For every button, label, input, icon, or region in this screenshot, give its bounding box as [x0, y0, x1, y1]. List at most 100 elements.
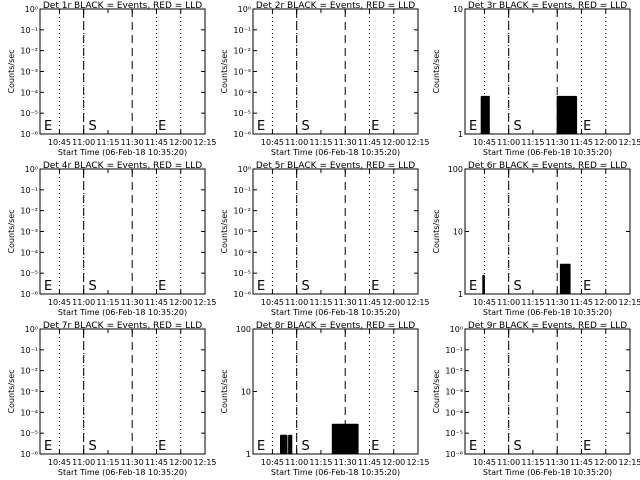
panel-title: Det 4r BLACK = Events, RED = LLD	[43, 161, 202, 171]
marker-e: E	[257, 119, 265, 134]
y-tick-label: 10⁻⁵	[20, 429, 38, 438]
events-burst	[556, 95, 578, 134]
y-axis-label: Counts/sec	[220, 369, 229, 413]
x-tick-label: 11:45	[570, 458, 593, 467]
x-tick-label: 11:45	[570, 298, 593, 307]
y-tick-label: 10⁻¹	[233, 186, 251, 195]
y-tick-label: 10⁻³	[233, 68, 251, 77]
x-axis-label: Start Time (06-Feb-18 10:35:20)	[483, 468, 612, 477]
y-tick-label: 10⁻⁴	[445, 408, 463, 417]
x-tick-label: 12:00	[594, 458, 617, 467]
x-tick-label: 11:00	[72, 298, 95, 307]
x-tick-label: 11:30	[546, 138, 569, 147]
y-tick-label: 100	[236, 325, 251, 334]
x-tick-label: 12:15	[618, 458, 640, 467]
y-axis-label: Counts/sec	[220, 209, 229, 253]
y-tick-label: 10⁻⁵	[20, 269, 38, 278]
x-tick-label: 12:00	[594, 138, 617, 147]
x-tick-label: 11:00	[285, 138, 308, 147]
x-tick-label: 12:15	[193, 138, 216, 147]
detector-panel-6: Det 6r BLACK = Events, RED = LLD 100 10 1 10…	[432, 161, 640, 317]
plot-frame	[39, 168, 206, 295]
y-tick-label: 10⁻⁵	[20, 109, 38, 118]
marker-s: S	[302, 279, 310, 294]
y-tick-label: 10⁻²	[233, 207, 251, 216]
y-axis-label: Counts/sec	[7, 49, 16, 93]
y-tick-label: 10⁰	[238, 5, 251, 14]
x-tick-label: 11:45	[358, 298, 381, 307]
plot-frame	[464, 8, 631, 135]
panel-title: Det 5r BLACK = Events, RED = LLD	[256, 161, 415, 171]
marker-e: E	[371, 119, 379, 134]
x-axis-label: Start Time (06-Feb-18 10:35:20)	[271, 308, 400, 317]
y-tick-label: 10⁻⁴	[20, 88, 38, 97]
x-tick-label: 12:00	[382, 458, 405, 467]
x-tick-label: 10:45	[473, 458, 496, 467]
x-tick-label: 12:00	[382, 138, 405, 147]
panel-title: Det 1r BLACK = Events, RED = LLD	[43, 1, 202, 11]
x-tick-label: 11:45	[570, 138, 593, 147]
x-tick-label: 11:30	[546, 298, 569, 307]
marker-s: S	[514, 119, 522, 134]
marker-s: S	[514, 279, 522, 294]
x-tick-label: 10:45	[473, 298, 496, 307]
y-tick-label: 10⁻⁶	[445, 450, 463, 459]
x-tick-label: 11:15	[521, 298, 544, 307]
detector-panel-9: Det 9r BLACK = Events, RED = LLD 10⁰ 10⁻¹ 1…	[432, 321, 640, 477]
y-tick-label: 1	[246, 450, 251, 459]
marker-e: E	[158, 119, 166, 134]
y-tick-label: 10⁻¹	[20, 346, 38, 355]
x-tick-label: 11:45	[145, 458, 168, 467]
x-tick-label: 11:15	[521, 458, 544, 467]
y-tick-label: 10⁻⁶	[20, 290, 38, 299]
x-tick-label: 11:00	[497, 458, 520, 467]
y-tick-label: 100	[448, 165, 463, 174]
y-axis-label: Counts/sec	[220, 49, 229, 93]
x-tick-label: 10:45	[48, 298, 71, 307]
x-tick-label: 10:45	[48, 458, 71, 467]
x-tick-label: 12:15	[406, 298, 429, 307]
x-tick-label: 11:45	[358, 138, 381, 147]
panel-title: Det 2r BLACK = Events, RED = LLD	[256, 1, 415, 11]
marker-s: S	[89, 279, 97, 294]
plot-frame	[464, 328, 631, 455]
y-tick-label: 10⁰	[25, 325, 38, 334]
y-tick-label: 10⁰	[25, 165, 38, 174]
y-tick-label: 10⁻⁴	[20, 408, 38, 417]
events-burst	[280, 434, 288, 454]
y-tick-label: 10⁰	[25, 5, 38, 14]
events-burst	[482, 274, 485, 294]
y-tick-label: 10⁻²	[445, 367, 463, 376]
detector-panel-8: Det 8r BLACK = Events, RED = LLD 100 10 1 10…	[220, 321, 430, 477]
y-tick-label: 10	[453, 228, 463, 237]
events-burst	[559, 263, 571, 294]
y-tick-label: 10⁻⁵	[233, 269, 251, 278]
x-tick-label: 10:45	[473, 138, 496, 147]
x-tick-label: 10:45	[261, 298, 284, 307]
detector-panel-1: Det 1r BLACK = Events, RED = LLD 10⁰ 10⁻¹ 1…	[7, 1, 217, 157]
marker-s: S	[89, 119, 97, 134]
y-tick-label: 10⁻⁴	[233, 88, 251, 97]
y-tick-label: 10⁻³	[20, 388, 38, 397]
marker-s: S	[89, 439, 97, 454]
x-axis-label: Start Time (06-Feb-18 10:35:20)	[58, 148, 187, 157]
marker-e: E	[257, 279, 265, 294]
marker-e: E	[371, 439, 379, 454]
plot-frame	[252, 168, 419, 295]
marker-e: E	[583, 439, 591, 454]
events-burst	[331, 423, 359, 454]
x-tick-label: 11:15	[96, 458, 119, 467]
y-tick-label: 10⁻¹	[20, 186, 38, 195]
x-tick-label: 11:30	[334, 298, 357, 307]
x-axis-label: Start Time (06-Feb-18 10:35:20)	[271, 148, 400, 157]
panel-title: Det 9r BLACK = Events, RED = LLD	[468, 321, 627, 331]
marker-e: E	[469, 279, 477, 294]
y-tick-label: 10⁻⁵	[445, 429, 463, 438]
x-tick-label: 12:00	[169, 298, 192, 307]
x-tick-label: 12:15	[406, 138, 429, 147]
y-tick-label: 10⁻³	[233, 228, 251, 237]
y-axis-label: Counts/sec	[7, 209, 16, 253]
x-tick-label: 11:30	[334, 138, 357, 147]
marker-s: S	[302, 439, 310, 454]
y-tick-label: 10⁻²	[20, 207, 38, 216]
